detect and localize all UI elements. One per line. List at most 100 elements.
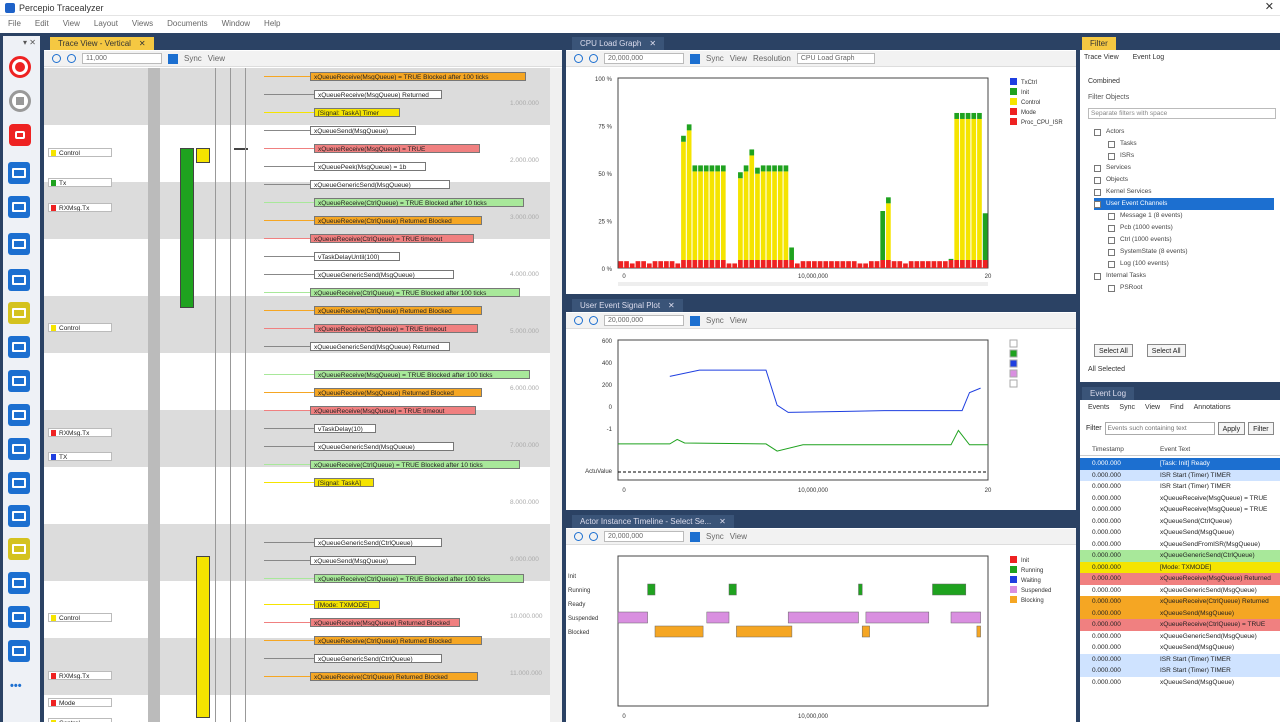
cpu-bar-isr[interactable] bbox=[703, 260, 709, 268]
zoom-level-input[interactable]: 20,000,000 bbox=[604, 53, 684, 64]
zoom-in-icon[interactable] bbox=[574, 54, 583, 63]
tree-checkbox[interactable] bbox=[1108, 237, 1115, 244]
cpu-bar-isr[interactable] bbox=[681, 260, 686, 268]
menu-edit[interactable]: Edit bbox=[34, 19, 49, 28]
tree-item[interactable]: Objects bbox=[1094, 174, 1274, 186]
state-segment[interactable] bbox=[858, 583, 863, 596]
filter-button[interactable]: Filter bbox=[1248, 422, 1274, 435]
state-segment[interactable] bbox=[787, 611, 859, 624]
close-tab-icon[interactable]: ✕ bbox=[649, 39, 657, 48]
event-log-row[interactable]: 0.000.000 [Task: Init] Ready bbox=[1080, 458, 1280, 470]
actor-tag[interactable]: Control bbox=[48, 323, 112, 332]
state-segment[interactable] bbox=[865, 611, 930, 624]
sync-button[interactable]: Sync bbox=[1119, 404, 1135, 411]
cpu-bar-isr[interactable] bbox=[635, 261, 641, 268]
zoom-out-icon[interactable] bbox=[589, 316, 598, 325]
event-log-row[interactable]: 0.000.000 xQueueReceive(MsgQueue) Returne… bbox=[1080, 573, 1280, 585]
state-segment[interactable] bbox=[706, 611, 730, 624]
tree-checkbox[interactable] bbox=[1094, 177, 1101, 184]
cpu-bar-isr[interactable] bbox=[886, 260, 891, 268]
event-filter-input[interactable]: Events such containing text bbox=[1104, 422, 1215, 435]
service-call-label[interactable]: xQueueReceive(CtrlQueue) Returned Blocke… bbox=[310, 672, 478, 681]
event-log-row[interactable]: 0.000.000 xQueueSend(MsgQueue) bbox=[1080, 527, 1280, 539]
combined-label[interactable]: Combined bbox=[1088, 78, 1120, 85]
service-call-label[interactable]: xQueueGenericSend(MsgQueue) bbox=[310, 180, 450, 189]
cpu-bar-isr[interactable] bbox=[857, 263, 863, 268]
menu-views[interactable]: Views bbox=[131, 19, 154, 28]
state-segment[interactable] bbox=[861, 625, 870, 638]
cpu-bar-control[interactable] bbox=[954, 118, 960, 261]
service-call-label[interactable]: xQueueReceive(CtrlQueue) = TRUE Blocked … bbox=[310, 288, 520, 297]
service-call-label[interactable]: xQueueGenericSend(CtrlQueue) bbox=[314, 538, 442, 547]
cpu-bar-isr[interactable] bbox=[812, 261, 817, 268]
cpu-bar-init[interactable] bbox=[965, 112, 971, 119]
view-button[interactable]: View bbox=[729, 316, 747, 325]
event-log-row[interactable]: 0.000.000 [Mode: TXMODE] bbox=[1080, 561, 1280, 573]
cpu-bar-init[interactable] bbox=[749, 149, 755, 156]
service-call-label[interactable]: vTaskDelayUntil(100) bbox=[314, 252, 400, 261]
graph-mode-select[interactable]: CPU Load Graph bbox=[796, 53, 875, 64]
tree-checkbox[interactable] bbox=[1094, 165, 1101, 172]
state-segment[interactable] bbox=[728, 583, 737, 596]
cpu-bar-init[interactable] bbox=[948, 258, 954, 260]
cpu-bar-isr[interactable] bbox=[914, 261, 920, 268]
cpu-bar-control[interactable] bbox=[783, 171, 789, 260]
cpu-bar-isr[interactable] bbox=[897, 261, 903, 268]
sync-button[interactable]: Sync bbox=[706, 532, 724, 541]
zoom-level-input[interactable]: 20,000,000 bbox=[604, 531, 684, 542]
cpu-bar-isr[interactable] bbox=[772, 260, 777, 268]
find-button[interactable]: Find bbox=[1170, 404, 1184, 411]
cpu-load-chart[interactable]: 100 % 75 % 50 % 25 % 0 % 0 10,000,000 20 TxCtrl I… bbox=[566, 68, 1076, 294]
cpu-bar-isr[interactable] bbox=[794, 263, 800, 268]
event-log-row[interactable]: 0.000.000 ISR Start (Timer) TIMER bbox=[1080, 469, 1280, 481]
tree-item[interactable]: PSRoot bbox=[1094, 282, 1274, 294]
tree-checkbox[interactable] bbox=[1108, 261, 1115, 268]
cpu-bar-init[interactable] bbox=[720, 165, 726, 172]
cpu-bar-isr[interactable] bbox=[846, 261, 851, 268]
tree-checkbox[interactable] bbox=[1094, 189, 1101, 196]
cpu-bar-init[interactable] bbox=[880, 211, 886, 260]
tree-checkbox[interactable] bbox=[1094, 129, 1101, 136]
sync-button[interactable]: Sync bbox=[706, 316, 724, 325]
tree-checkbox[interactable] bbox=[1108, 249, 1115, 256]
tree-item[interactable]: User Event Channels bbox=[1094, 198, 1274, 210]
cpu-bar-isr[interactable] bbox=[726, 263, 732, 268]
subtab-event-log[interactable]: Event Log bbox=[1132, 54, 1165, 61]
cpu-bar-isr[interactable] bbox=[618, 261, 624, 268]
cpu-bar-control[interactable] bbox=[686, 130, 692, 260]
tree-checkbox[interactable] bbox=[1094, 273, 1101, 280]
service-call-label[interactable]: xQueueReceive(MsgQueue) = TRUE Blocked a… bbox=[310, 72, 526, 81]
service-call-label[interactable]: [Signal: TaskA] bbox=[314, 478, 374, 487]
cpu-bar-init[interactable] bbox=[954, 112, 960, 119]
tab-event-log[interactable]: Event Log bbox=[1082, 387, 1135, 400]
cpu-bar-isr[interactable] bbox=[948, 260, 954, 268]
cpu-bar-control[interactable] bbox=[692, 171, 698, 260]
service-call-label[interactable]: xQueueReceive(MsgQueue) = TRUE Blocked a… bbox=[314, 370, 530, 379]
cpu-bar-isr[interactable] bbox=[954, 260, 960, 268]
cpu-bar-init[interactable] bbox=[715, 165, 720, 172]
event-log-row[interactable]: 0.000.000 xQueueReceive(MsgQueue) = TRUE bbox=[1080, 492, 1280, 504]
actor-tag[interactable]: Mode bbox=[48, 698, 112, 707]
cpu-bar-isr[interactable] bbox=[903, 263, 908, 268]
actor-tag[interactable]: RXMsg.Tx bbox=[48, 428, 112, 437]
cpu-bar-isr[interactable] bbox=[925, 261, 931, 268]
horizontal-scrollbar[interactable] bbox=[618, 282, 988, 286]
cpu-bar-isr[interactable] bbox=[720, 260, 726, 268]
tree-checkbox[interactable] bbox=[1108, 225, 1115, 232]
cpu-bar-init[interactable] bbox=[783, 165, 789, 172]
dashboard-button[interactable] bbox=[8, 162, 30, 184]
cpu-bar-init[interactable] bbox=[686, 124, 692, 131]
cpu-bar-control[interactable] bbox=[738, 178, 743, 260]
cpu-bar-isr[interactable] bbox=[834, 261, 840, 268]
cpu-bar-init[interactable] bbox=[977, 112, 982, 119]
zoom-out-icon[interactable] bbox=[589, 532, 598, 541]
cpu-bar-isr[interactable] bbox=[675, 263, 681, 268]
kernel-objects-button[interactable] bbox=[8, 572, 30, 594]
stop-button[interactable] bbox=[9, 90, 31, 112]
tree-item[interactable]: ISRs bbox=[1094, 150, 1274, 162]
cpu-bar-control[interactable] bbox=[886, 203, 891, 260]
select-all-button-2[interactable]: Select All bbox=[1146, 344, 1186, 357]
subtab-trace-view[interactable]: Trace View bbox=[1084, 54, 1119, 61]
tree-item[interactable]: Services bbox=[1094, 162, 1274, 174]
tree-item[interactable]: Internal Tasks bbox=[1094, 270, 1274, 282]
